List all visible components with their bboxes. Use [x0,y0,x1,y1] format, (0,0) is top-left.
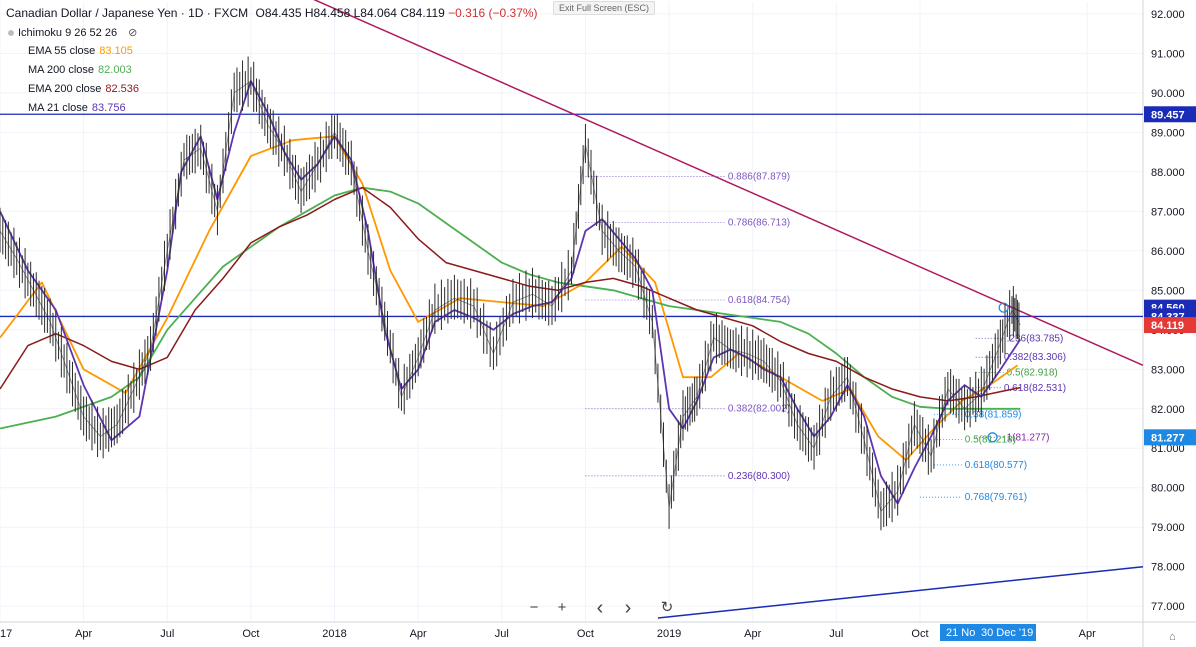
fib-level-label: 0.618(82.531) [1004,383,1066,394]
symbol-title: Canadian Dollar / Japanese Yen · 1D · FX… [6,6,249,20]
hide-eye-icon[interactable]: ⊘ [128,27,138,39]
x-tick-label: Apr [744,628,761,640]
fib-level-label: 0.786(86.713) [728,218,790,229]
y-tick-label: 85.000 [1151,285,1185,297]
x-tick-label: Apr [410,628,427,640]
scroll-right-button[interactable]: › [624,597,632,619]
fib-level-label: 1(81.277) [1007,432,1050,443]
y-tick-label: 89.000 [1151,127,1185,139]
fib-level-label: 0.768(79.761) [965,492,1027,503]
x-tick-label: 2019 [657,628,681,640]
indicator-label: MA 21 close [28,102,88,114]
fib-level-label: .236(83.785) [1007,333,1064,344]
indicator-value: 82.003 [98,64,132,76]
y-tick-label: 77.000 [1151,601,1185,613]
zoom-in-button[interactable]: + [557,599,567,616]
indicator-ma21[interactable]: MA 21 close 83.756 [28,102,126,114]
point-marker [998,302,1009,313]
crosshair-date-badge [940,624,1036,641]
fib-level-label: 0.886(87.879) [728,172,790,183]
price-axis-badge-label: 81.277 [1151,432,1185,444]
y-tick-label: 81.000 [1151,443,1185,455]
fib-level-label: 0.618(84.754) [728,295,790,306]
y-tick-label: 83.000 [1151,364,1185,376]
x-tick-label: Jul [160,628,174,640]
trendline [313,0,1144,366]
indicator-value: 83.756 [91,102,126,114]
exit-fullscreen-button[interactable]: Exit Full Screen (ESC) [553,1,656,15]
settings-icon[interactable]: ⌂ [1169,631,1176,643]
y-tick-label: 82.000 [1151,404,1185,416]
crosshair-date-label: 30 Dec '19 [981,627,1033,639]
x-tick-label: Apr [75,628,92,640]
chart-header: Canadian Dollar / Japanese Yen · 1D · FX… [6,6,538,20]
price-series-line [0,80,1021,513]
indicator-label: Ichimoku 9 26 52 26 [18,27,118,39]
x-tick-label: Jul [495,628,509,640]
x-tick-label: Oct [242,628,259,640]
fib-level-label: 0.236(80.300) [728,471,790,482]
price-axis-badge-label: 84.119 [1151,320,1184,332]
fib-level-label: 0.5(81.218) [965,435,1016,446]
ma-series-line [0,186,1021,430]
scroll-left-button[interactable]: ‹ [596,597,604,619]
fib-level-label: 0.5(82.918) [1007,367,1058,378]
y-tick-label: 91.000 [1151,48,1185,60]
fib-level-label: 0.38(81.859) [965,409,1022,420]
y-tick-label: 80.000 [1151,483,1185,495]
zoom-out-button[interactable]: − [529,599,539,616]
y-tick-label: 90.000 [1151,88,1185,100]
ma-series-line [0,186,1021,402]
x-tick-label: 2017 [0,628,12,640]
indicator-value: 83.105 [99,45,133,57]
x-tick-label: Oct [577,628,594,640]
x-tick-label: Jul [829,628,843,640]
y-tick-label: 79.000 [1151,522,1185,534]
x-tick-label: Apr [1079,628,1096,640]
indicator-label: EMA 200 close [28,83,102,95]
fib-level-label: 0.618(80.577) [965,460,1027,471]
point-marker [987,432,998,443]
indicator-label: EMA 55 close [28,45,96,57]
indicator-label: MA 200 close [28,64,95,76]
price-axis-badge-label: 89.457 [1151,109,1185,121]
ohlc-high: H84.458 [304,6,351,20]
y-tick-label: 88.000 [1151,167,1185,179]
y-tick-label: 86.000 [1151,246,1185,258]
ohlc-change: −0.316 (−0.37%) [448,6,538,20]
ohlc-low: L84.064 [353,6,397,20]
indicator-ma200[interactable]: MA 200 close 82.003 [28,64,132,76]
crosshair-date-label: 21 No [946,627,975,639]
indicator-color-dot [8,30,14,37]
trendline [657,565,1144,619]
reset-chart-button[interactable]: ↻ [660,599,674,616]
indicator-ema55[interactable]: EMA 55 close 83.105 [28,45,133,57]
y-tick-label: 78.000 [1151,562,1185,574]
y-tick-label: 92.000 [1151,9,1185,21]
x-tick-label: Oct [911,628,928,640]
price-axis-badge [1144,317,1196,334]
indicator-value: 82.536 [105,83,140,95]
ohlc-close: C84.119 [400,6,445,20]
ma-series-line [0,135,1019,461]
fib-level-label: 0.382(82.002) [728,404,790,415]
indicator-ichimoku[interactable]: Ichimoku 9 26 52 26 ⊘ [8,26,137,39]
indicator-ema200[interactable]: EMA 200 close 82.536 [28,83,139,95]
price-axis-badge [1144,106,1196,123]
x-tick-label: 2018 [322,628,346,640]
price-axis-badge [1144,429,1196,446]
fib-level-label: 0.382(83.306) [1004,352,1066,363]
y-tick-label: 87.000 [1151,206,1185,218]
ohlc-open: O84.435 [255,6,302,20]
